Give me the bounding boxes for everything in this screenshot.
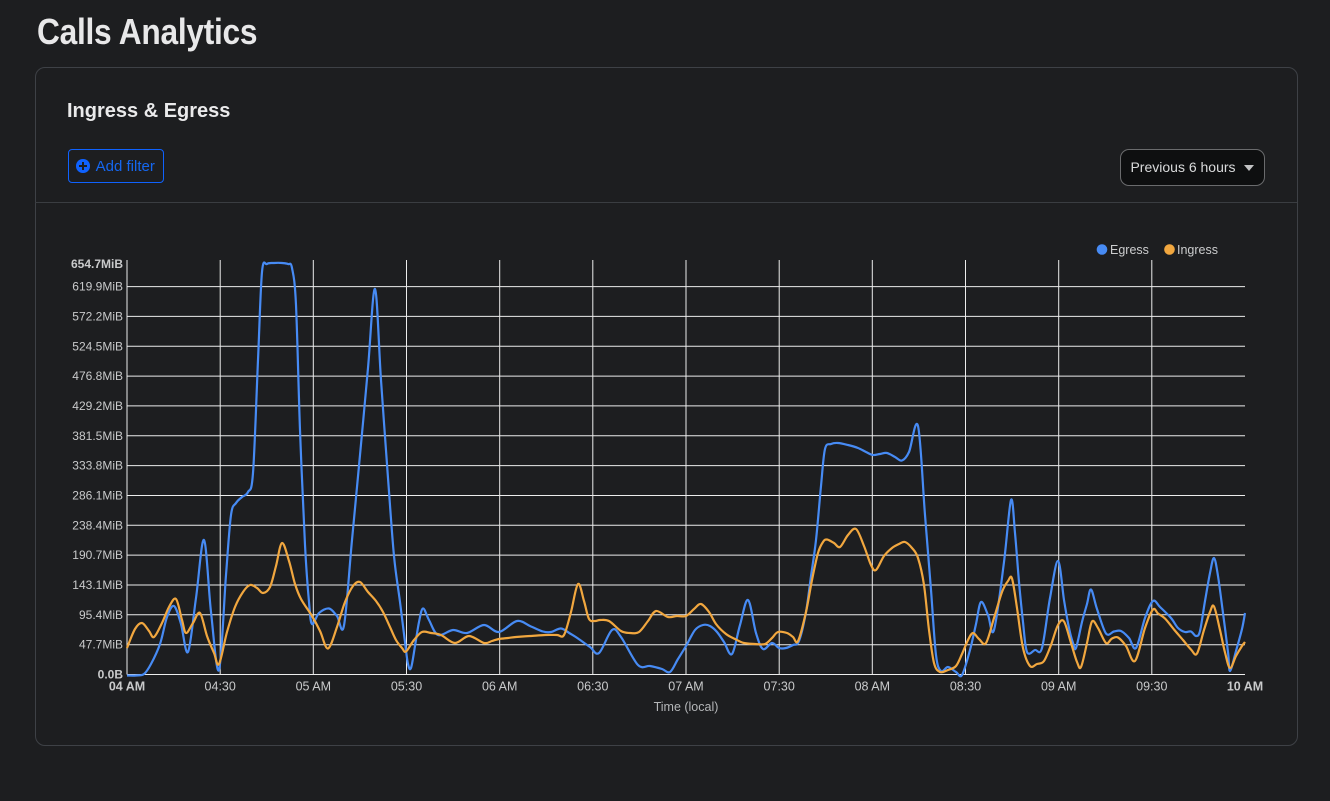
svg-text:Egress: Egress <box>1110 243 1149 257</box>
svg-text:143.1MiB: 143.1MiB <box>72 578 123 592</box>
svg-text:06:30: 06:30 <box>577 680 608 694</box>
svg-text:Ingress: Ingress <box>1177 243 1218 257</box>
svg-text:04:30: 04:30 <box>205 680 236 694</box>
svg-text:Time (local): Time (local) <box>654 700 719 714</box>
svg-text:07:30: 07:30 <box>764 680 795 694</box>
svg-text:05 AM: 05 AM <box>296 680 331 694</box>
svg-text:476.8MiB: 476.8MiB <box>72 369 123 383</box>
svg-text:07 AM: 07 AM <box>668 680 703 694</box>
svg-text:47.7MiB: 47.7MiB <box>79 638 123 652</box>
svg-text:286.1MiB: 286.1MiB <box>72 489 123 503</box>
svg-text:0.0B: 0.0B <box>98 668 124 682</box>
svg-text:381.5MiB: 381.5MiB <box>72 429 123 443</box>
svg-text:333.8MiB: 333.8MiB <box>72 459 123 473</box>
svg-text:429.2MiB: 429.2MiB <box>72 399 123 413</box>
svg-text:04 AM: 04 AM <box>109 680 145 694</box>
svg-text:238.4MiB: 238.4MiB <box>72 518 123 532</box>
svg-text:572.2MiB: 572.2MiB <box>72 309 123 323</box>
svg-text:654.7MiB: 654.7MiB <box>71 257 123 271</box>
svg-text:06 AM: 06 AM <box>482 680 517 694</box>
svg-text:05:30: 05:30 <box>391 680 422 694</box>
svg-text:619.9MiB: 619.9MiB <box>72 280 123 294</box>
svg-text:08:30: 08:30 <box>950 680 981 694</box>
svg-text:08 AM: 08 AM <box>855 680 890 694</box>
svg-text:09:30: 09:30 <box>1136 680 1167 694</box>
svg-text:190.7MiB: 190.7MiB <box>72 548 123 562</box>
svg-text:524.5MiB: 524.5MiB <box>72 339 123 353</box>
svg-text:09 AM: 09 AM <box>1041 680 1076 694</box>
svg-text:10 AM: 10 AM <box>1227 680 1263 694</box>
svg-text:95.4MiB: 95.4MiB <box>79 608 123 622</box>
